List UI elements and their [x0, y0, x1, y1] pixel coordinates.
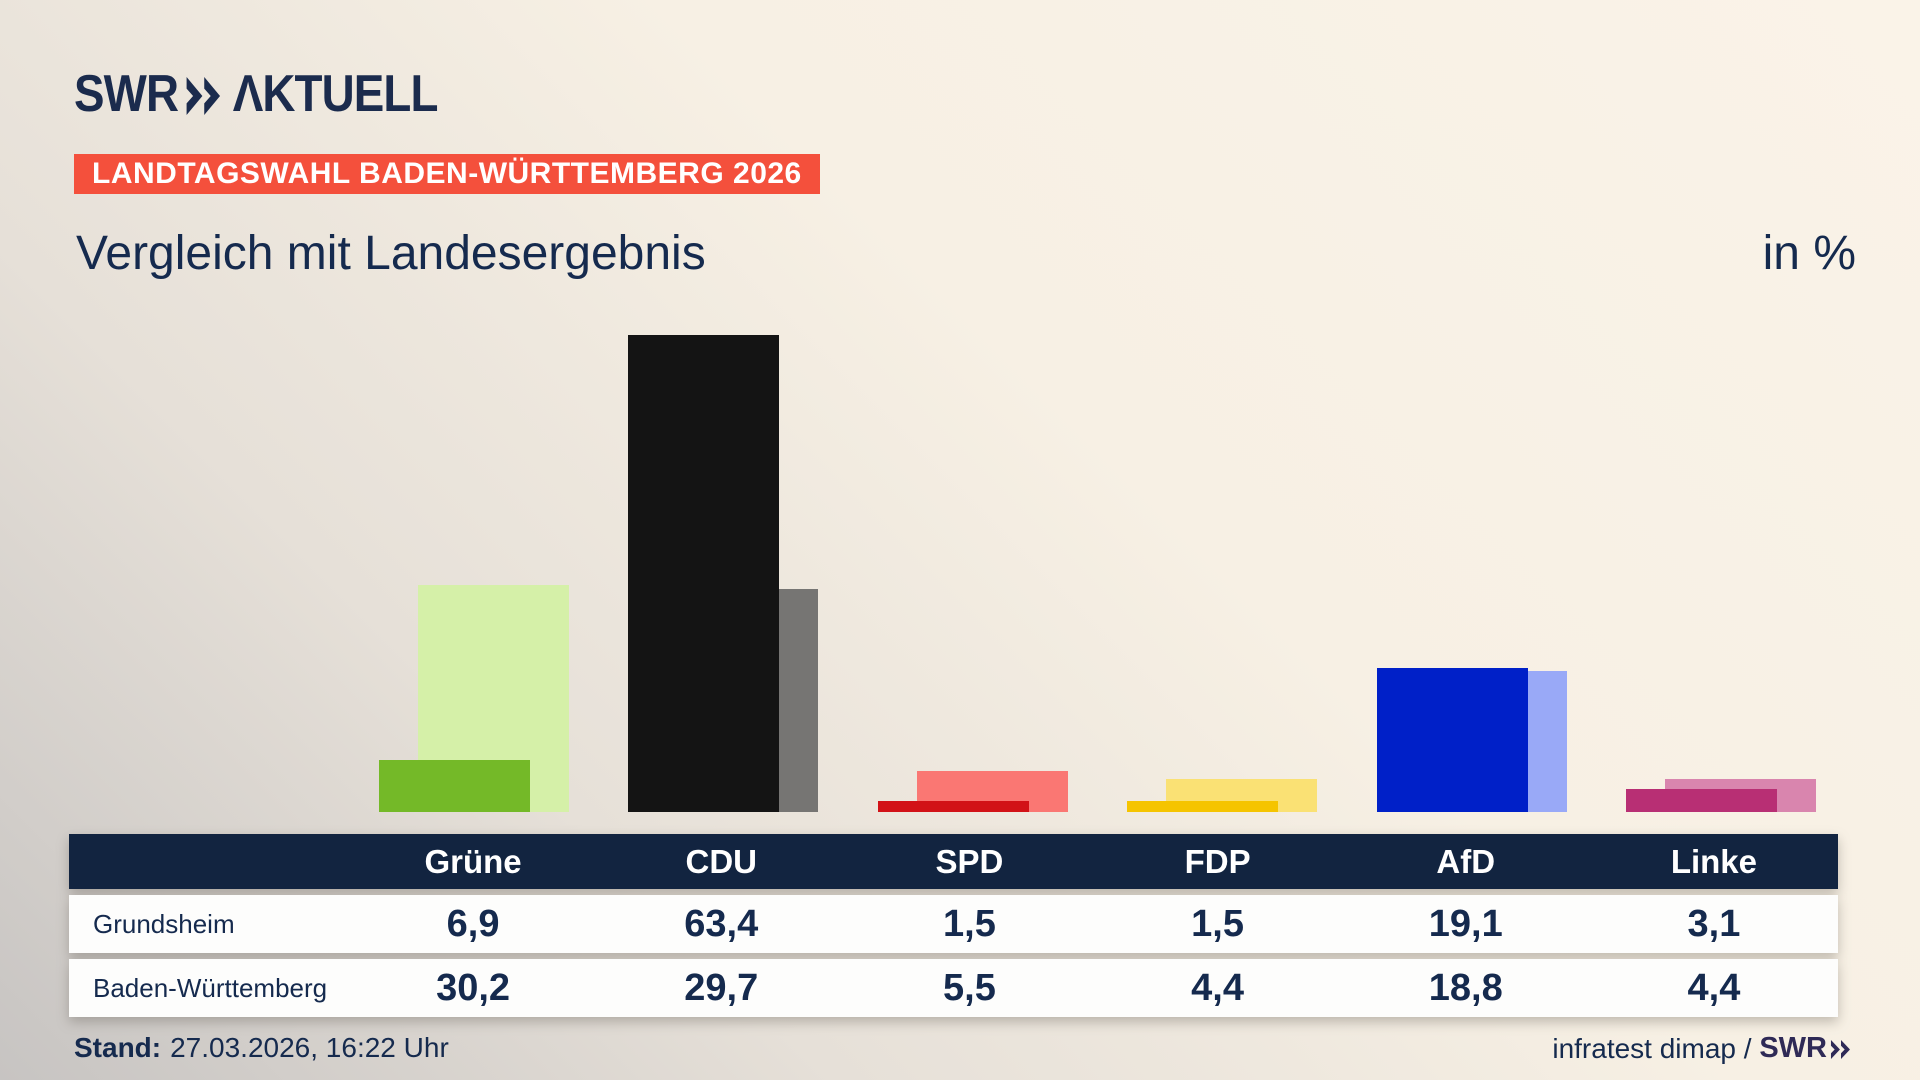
footer-stand: Stand: 27.03.2026, 16:22 Uhr	[74, 1032, 449, 1064]
swr-chevrons-icon	[186, 77, 221, 115]
results-table: Grüne CDU SPD FDP AfD Linke Grundsheim 6,9 63,4…	[69, 834, 1838, 1017]
source-swr-logo: SWR	[1759, 1032, 1852, 1065]
source-swr-logo-text: SWR	[1759, 1032, 1827, 1064]
value-cell-grundsheim-afd: 19,1	[1428, 902, 1503, 945]
bar-grundsheim-afd	[1377, 668, 1528, 812]
bar-grundsheim-cdu	[628, 335, 779, 812]
value-cell-grundsheim-grne: 6,9	[446, 902, 500, 945]
value-cell-badenwrttemberg-grne: 30,2	[436, 966, 511, 1009]
source-swr-chevrons-icon	[1830, 1040, 1850, 1059]
column-header-fdp: FDP	[1184, 842, 1251, 880]
swr-logo-text: SWR	[74, 65, 179, 123]
table-row-grundsheim: Grundsheim 6,9 63,4 1,5 1,5 19,1 3,1	[69, 895, 1838, 953]
stand-value: 27.03.2026, 16:22 Uhr	[170, 1032, 449, 1063]
bar-chart	[69, 292, 1838, 812]
value-cell-badenwrttemberg-afd: 18,8	[1428, 966, 1503, 1009]
value-cell-grundsheim-fdp: 1,5	[1191, 902, 1244, 945]
chart-title: Vergleich mit Landesergebnis	[76, 227, 706, 280]
stand-label: Stand:	[74, 1032, 162, 1063]
table-row-badenwrttemberg: Baden-Württemberg 30,2 29,7 5,5 4,4 18,8 4,4	[69, 959, 1838, 1017]
bar-grundsheim-grne	[379, 760, 530, 812]
bar-grundsheim-linke	[1626, 789, 1777, 812]
swr-logo-suffix: ΛKTUELL	[232, 65, 439, 123]
value-cell-badenwrttemberg-fdp: 4,4	[1191, 966, 1244, 1009]
row-label: Grundsheim	[93, 908, 235, 939]
value-cell-badenwrttemberg-linke: 4,4	[1687, 966, 1741, 1009]
footer-source: infratest dimap / SWR	[1552, 1032, 1852, 1065]
column-header-grne: Grüne	[424, 842, 522, 880]
column-header-afd: AfD	[1436, 842, 1496, 880]
value-cell-grundsheim-cdu: 63,4	[684, 902, 759, 945]
row-label: Baden-Württemberg	[93, 972, 328, 1003]
column-header-spd: SPD	[935, 842, 1004, 880]
table-body: Grundsheim 6,9 63,4 1,5 1,5 19,1 3,1 Baden-Würt…	[69, 895, 1838, 1017]
table-header-row: Grüne CDU SPD FDP AfD Linke	[69, 834, 1838, 889]
value-cell-badenwrttemberg-cdu: 29,7	[684, 966, 759, 1009]
column-header-linke: Linke	[1670, 842, 1758, 880]
swr-aktuell-logo: SWR ΛKTUELL	[74, 64, 438, 124]
source-text: infratest dimap /	[1552, 1032, 1752, 1064]
value-cell-badenwrttemberg-spd: 5,5	[943, 966, 996, 1009]
value-cell-grundsheim-spd: 1,5	[943, 902, 996, 945]
value-cell-grundsheim-linke: 3,1	[1687, 902, 1741, 945]
bar-grundsheim-spd	[878, 801, 1029, 812]
unit-label: in %	[1762, 227, 1856, 280]
election-badge: LANDTAGSWAHL BADEN-WÜRTTEMBERG 2026	[74, 154, 820, 194]
bar-grundsheim-fdp	[1127, 801, 1278, 812]
column-header-cdu: CDU	[685, 842, 757, 880]
